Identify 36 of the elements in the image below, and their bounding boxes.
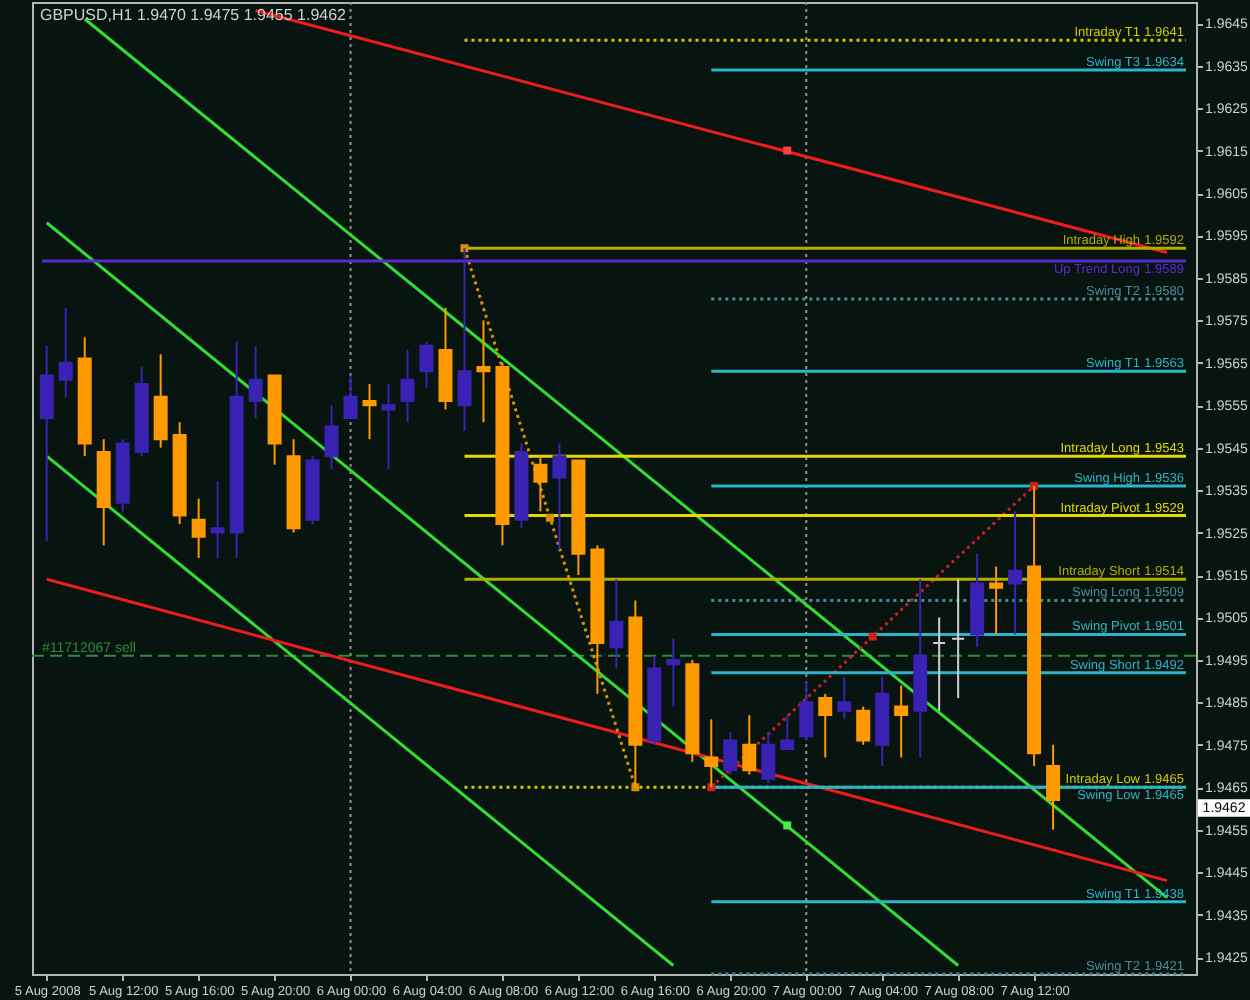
point (545, 513, 554, 522)
candlestick (894, 684, 909, 759)
candlestick (153, 353, 168, 449)
candlestick (400, 349, 415, 424)
candlestick (324, 404, 339, 470)
candlestick (533, 455, 548, 513)
candlestick (742, 714, 757, 776)
candlestick (932, 616, 947, 712)
candlestick (951, 578, 966, 700)
candlestick (191, 497, 206, 560)
candlestick (666, 637, 681, 708)
candlestick (248, 344, 263, 419)
candlestick (58, 306, 73, 398)
candlestick (761, 731, 776, 784)
candlestick (362, 383, 377, 441)
candlestick (704, 718, 719, 789)
point (783, 821, 792, 830)
candlestick (1046, 743, 1061, 831)
candlestick (799, 680, 814, 742)
candlestick (818, 692, 833, 759)
candlestick (856, 705, 871, 746)
candlestick (989, 565, 1004, 636)
candlestick (476, 319, 491, 424)
candlestick (780, 714, 795, 751)
candlestick (837, 675, 852, 721)
point (868, 632, 877, 641)
candlestick (210, 480, 225, 560)
candlestick (1008, 510, 1023, 636)
point (783, 146, 792, 155)
candlestick (609, 578, 624, 670)
candlestick (381, 383, 396, 470)
candlestick (343, 374, 358, 419)
candlestick (723, 731, 738, 776)
candlestick (419, 340, 434, 390)
candlestick (457, 247, 472, 432)
candlestick (39, 344, 54, 543)
